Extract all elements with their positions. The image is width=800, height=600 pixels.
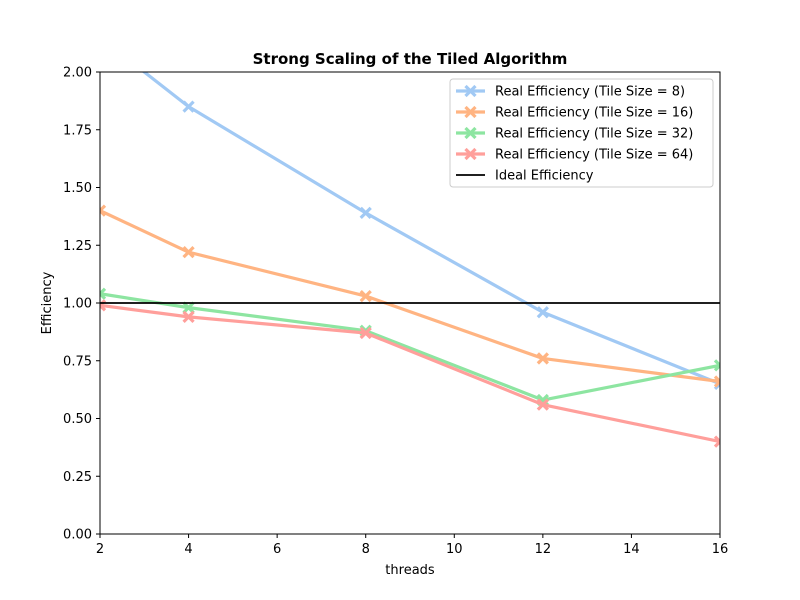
data-point-marker xyxy=(536,306,549,319)
data-point-marker xyxy=(182,100,195,113)
data-point-marker xyxy=(182,246,195,259)
data-point-marker xyxy=(100,287,107,300)
x-tick-label: 14 xyxy=(623,542,640,557)
x-tick-label: 16 xyxy=(712,542,729,557)
legend: Real Efficiency (Tile Size = 8) Real Effi… xyxy=(449,78,714,188)
x-axis-label: threads xyxy=(385,563,435,578)
data-point-marker xyxy=(100,299,107,312)
y-tick-label: 1.75 xyxy=(63,123,92,138)
data-point-marker xyxy=(95,32,105,42)
y-tick-label: 0.50 xyxy=(63,412,92,427)
legend-marker xyxy=(464,105,477,119)
data-point-marker xyxy=(713,375,720,388)
data-point-marker xyxy=(713,435,720,448)
legend-label: Real Efficiency (Tile Size = 64) xyxy=(495,148,693,163)
series-layer xyxy=(95,32,720,448)
data-point-marker xyxy=(536,398,549,411)
y-tick-label: 2.00 xyxy=(63,66,92,81)
x-tick-label: 8 xyxy=(362,542,370,557)
data-point-marker xyxy=(182,301,195,314)
y-tick-label: 1.50 xyxy=(63,181,92,196)
x-axis: 2 4 6 8 10 12 14 16 xyxy=(96,534,728,557)
legend-label: Ideal Efficiency xyxy=(495,169,594,184)
series-line-3 xyxy=(100,303,720,444)
legend-label: Real Efficiency (Tile Size = 8) xyxy=(495,85,685,100)
legend-marker xyxy=(464,147,477,161)
legend-label: Real Efficiency (Tile Size = 32) xyxy=(495,127,693,142)
data-point-marker xyxy=(359,326,372,340)
x-tick-label: 12 xyxy=(535,542,552,557)
y-tick-label: 1.25 xyxy=(63,239,92,254)
x-tick-label: 6 xyxy=(273,542,281,557)
y-axis: 0.00 0.25 0.50 0.75 1.00 1.25 1.50 1.75 2.00 xyxy=(63,66,100,543)
x-tick-label: 4 xyxy=(184,542,192,557)
y-tick-label: 0.25 xyxy=(63,470,92,485)
legend-marker xyxy=(464,126,477,140)
data-point-marker xyxy=(100,204,107,217)
y-tick-label: 1.00 xyxy=(63,297,92,312)
y-tick-label: 0.75 xyxy=(63,354,92,369)
x-tick-label: 2 xyxy=(96,542,104,557)
data-point-marker xyxy=(359,289,372,303)
data-point-marker xyxy=(182,310,195,323)
y-tick-label: 0.00 xyxy=(63,528,92,543)
legend-marker xyxy=(464,84,477,98)
data-point-marker xyxy=(713,359,720,372)
y-axis-label: Efficiency xyxy=(40,271,55,334)
x-tick-label: 10 xyxy=(446,542,463,557)
data-point-marker xyxy=(359,206,372,220)
plot-area xyxy=(95,32,720,448)
legend-label: Real Efficiency (Tile Size = 16) xyxy=(495,106,693,121)
legend-box xyxy=(449,78,714,188)
data-point-marker xyxy=(536,352,549,365)
chart-title: Strong Scaling of the Tiled Algorithm xyxy=(253,50,568,68)
